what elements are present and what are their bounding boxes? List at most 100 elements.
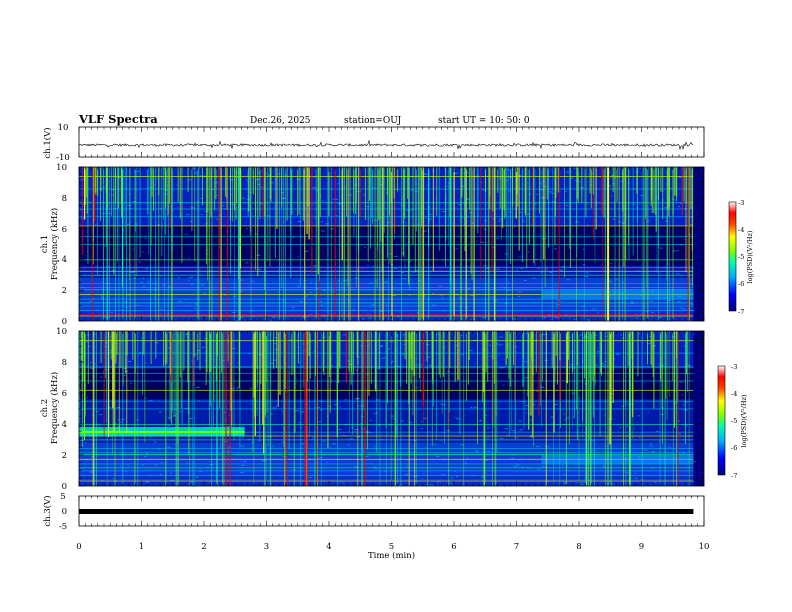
ch2-spec-speckle	[356, 429, 359, 431]
ch1-spec-speckle	[110, 312, 114, 314]
ch1-spec-line-17	[79, 208, 694, 210]
xtick-5: 5	[389, 542, 394, 552]
ch1-spec-speckle	[424, 173, 429, 175]
ch2-spec-speckle	[639, 436, 641, 438]
ch2-spec-speckle	[236, 387, 240, 389]
ch1-ytick-0: 0	[62, 317, 67, 327]
ch2-spec-spike	[293, 331, 295, 375]
ch1-spec-sferic	[109, 167, 110, 321]
ch1-spec-speckle	[316, 288, 319, 289]
ch1-spec-speckle	[312, 187, 317, 189]
ch2-spec-speckle	[185, 334, 188, 336]
ch1-spec-speckle	[335, 301, 338, 303]
ch1-spec-sferic	[319, 167, 320, 281]
ch3-waveform-ylabel: ch.3(V)	[42, 495, 53, 526]
ch1-spec-spike	[353, 167, 355, 213]
ch1-spec-spike	[240, 167, 242, 201]
ch1-spec-sferic	[628, 167, 630, 260]
ch1-spec-line-12	[79, 259, 694, 261]
ch2-spec-speckle	[426, 344, 430, 346]
ch1-spec-speckle	[315, 190, 320, 191]
ch2-spec-sferic	[533, 331, 534, 447]
ch2-spec-sferic	[376, 331, 378, 453]
ch2-spec-speckle	[360, 345, 364, 347]
ch1-spec-speckle	[233, 295, 237, 297]
ch1-spec-speckle	[432, 293, 435, 295]
ch2-spec-sferic	[589, 331, 590, 379]
ch2-spec-speckle	[158, 411, 162, 413]
ch1-spec-speckle	[584, 276, 589, 277]
ch2-spec-spike	[530, 331, 532, 356]
ch2-spec-speckle	[142, 482, 147, 484]
ch2-spec-speckle	[621, 405, 624, 407]
ch1-spec-speckle	[165, 313, 170, 315]
ch1-spec-spike	[298, 167, 300, 215]
ch1-spec-speckle	[685, 279, 688, 281]
ch2-spec-sferic	[314, 331, 316, 486]
ch1-spec-spike	[355, 167, 357, 203]
ch1-spec-speckle	[608, 280, 612, 282]
ch2-spec-sferic	[213, 331, 215, 401]
ch1-spec-speckle	[428, 213, 433, 215]
ch1-spec-speckle	[601, 203, 605, 205]
ch2-spec-speckle	[489, 344, 491, 346]
ch2-spec-spike	[206, 331, 208, 373]
ch1-spec-line-18	[79, 202, 694, 204]
ch1-spec-speckle	[528, 186, 532, 187]
ch2-colorbar-tick-m6: -6	[731, 444, 737, 452]
ch2-spec-speckle	[374, 468, 379, 470]
ch2-spec-speckle	[343, 434, 345, 436]
ch1-spec-speckle	[209, 292, 212, 294]
xtick-0: 0	[76, 542, 81, 552]
ch1-spec-spike	[95, 167, 97, 195]
ch2-spec-speckle	[87, 351, 91, 353]
ch1-spec-speckle	[416, 312, 419, 314]
ch2-spec-sferic	[262, 331, 264, 425]
ch2-spec-speckle	[145, 361, 148, 363]
ch2-spec-speckle	[342, 334, 346, 336]
ch1-spec-spike	[676, 167, 678, 197]
ch2-spec-sferic	[304, 331, 306, 486]
ch2-spec-speckle	[292, 421, 295, 423]
ch1-spec-speckle	[292, 309, 294, 311]
ch1-spec-speckle	[138, 261, 141, 263]
ch1-spec-speckle	[658, 316, 662, 318]
ch2-spec-speckle	[167, 425, 171, 427]
ch2-spec-speckle	[196, 417, 198, 419]
ch2-spec-sferic	[105, 331, 106, 378]
ch1-spec-spike	[341, 167, 343, 200]
ch1-spec-speckle	[586, 319, 591, 321]
ch2-spec-speckle	[536, 446, 541, 448]
ch1-spec-line-16	[79, 216, 694, 218]
header-station: station=OUJ	[344, 116, 402, 126]
ch2-spec-sferic	[527, 331, 528, 397]
ch1-spec-speckle	[572, 167, 576, 169]
figure-title: VLF Spectra	[78, 112, 158, 126]
ch2-ytick-2: 2	[62, 451, 67, 461]
ch2-spec-sferic	[165, 331, 167, 486]
ch1-spec-sferic	[384, 167, 385, 234]
ch2-spec-spike	[183, 331, 185, 371]
ch2-spec-speckle	[554, 368, 556, 370]
ch1-spec-sferic	[421, 167, 422, 227]
ch1-spec-sferic	[485, 167, 486, 321]
ch2-spec-speckle	[239, 472, 244, 474]
ch1-spec-speckle	[80, 209, 84, 211]
ch1-spec-speckle	[386, 304, 388, 306]
ch1-spec-speckle	[231, 204, 236, 206]
ch2-spec-speckle	[380, 346, 383, 347]
ch2-spec-sferic	[495, 331, 497, 417]
ch2-spec-speckle	[536, 390, 539, 392]
ch2-spec-spike	[650, 331, 652, 365]
ch1-spec-speckle	[608, 185, 611, 187]
ch1-spec-sferic	[339, 167, 340, 321]
ch2-spec-spike	[350, 331, 352, 373]
ch1-spec-spike	[449, 167, 451, 218]
ch1-spec-sferic	[147, 167, 149, 215]
ch1-spec-line-0	[79, 315, 694, 317]
ch2-spec-spike	[100, 331, 102, 364]
ch1-spec-sferic	[299, 167, 301, 287]
ch1-spec-line-10	[79, 270, 694, 272]
ch2-spec-speckle	[604, 335, 608, 337]
ch2-spec-sferic	[545, 331, 547, 486]
